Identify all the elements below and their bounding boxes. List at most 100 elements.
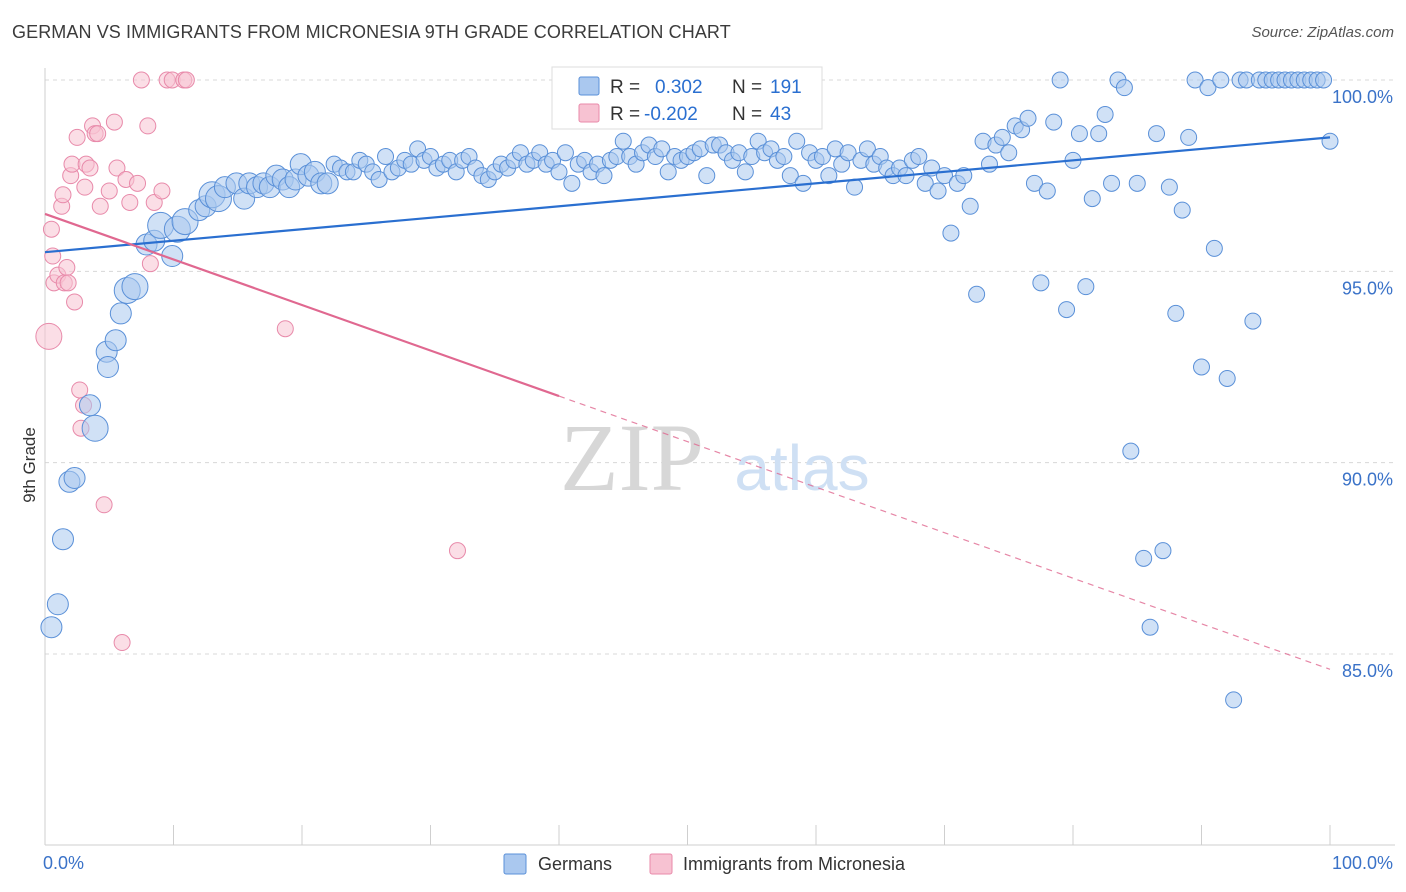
legend-r-label: R = [610,77,640,98]
german-point [1032,274,1050,292]
chart-source: Source: ZipAtlas.com [1251,24,1394,41]
german-point [788,132,806,150]
german-point [698,167,716,185]
german-point [1205,239,1223,257]
german-point [653,140,671,158]
legend-item-germans-label: Germans [538,854,612,874]
german-point [316,172,339,195]
legend-item-micronesia-label: Immigrants from Micronesia [683,854,906,874]
german-point [980,155,998,173]
micronesia-trendline-extension [558,395,1331,670]
german-point [1141,618,1159,636]
micronesia-point [81,159,99,177]
micronesia-point [113,634,131,652]
german-point [121,273,149,301]
micronesia-point [76,178,94,196]
german-point [1244,312,1262,330]
micronesia-point [54,186,72,204]
german-point [1173,201,1191,219]
german-point [659,163,677,181]
micronesia-point [59,274,77,292]
german-point [46,593,69,616]
micronesia-point [121,193,139,211]
german-point [1025,174,1043,192]
micronesia-point [91,197,109,215]
legend-r-value: 0.302 [655,77,703,98]
x-tick-label: 100.0% [1332,853,1393,873]
german-point [40,616,63,639]
german-point [1019,109,1037,127]
german-point [1212,71,1230,89]
german-point [846,178,864,196]
micronesia-point [68,128,86,146]
x-tick-label: 0.0% [43,853,84,873]
german-point [109,302,132,325]
german-point [839,144,857,162]
german-point [781,167,799,185]
legend-swatch-micronesia [578,103,600,123]
german-point [1077,278,1095,296]
german-point [1000,144,1018,162]
german-point [1160,178,1178,196]
german-point [550,163,568,181]
german-point [1199,79,1217,97]
german-point [614,132,632,150]
micronesia-point [177,71,195,89]
micronesia-point [276,320,294,338]
micronesia-point [153,182,171,200]
legend-swatch-germans [578,76,600,96]
german-point [736,163,754,181]
german-points [40,71,1339,709]
german-point [820,167,838,185]
legend-r-label: R = [610,104,640,125]
german-point [1180,128,1198,146]
german-point [929,182,947,200]
german-point [1218,369,1236,387]
german-point [1122,442,1140,460]
chart-title: GERMAN VS IMMIGRANTS FROM MICRONESIA 9TH… [12,22,731,42]
micronesia-trendline [44,212,560,398]
german-point [1051,71,1069,89]
micronesia-point [35,322,63,350]
y-tick-label: 85.0% [1342,661,1393,681]
tick-labels: 85.0% 90.0% 95.0% 100.0% 0.0% 100.0% [43,87,1393,873]
watermark-atlas: atlas [734,432,869,504]
german-point [1193,358,1210,376]
legend-n-value: 191 [770,77,802,98]
german-point [910,148,928,166]
german-point [813,148,831,166]
german-point [63,466,86,489]
micronesia-point [141,255,159,273]
german-point [96,356,119,378]
micronesia-point [63,155,81,173]
y-tick-label: 100.0% [1332,87,1393,107]
german-point [377,148,395,166]
watermark-zip: ZIP [560,404,704,511]
micronesia-point [108,159,126,177]
german-point [993,128,1011,146]
micronesia-point [95,496,113,514]
micronesia-point [105,113,123,131]
german-point [1186,71,1204,89]
legend-n-value: 43 [770,104,791,125]
micronesia-point [89,125,107,143]
german-point [81,414,109,442]
axes [44,68,1395,846]
german-point [1045,113,1063,131]
german-point [1135,549,1153,567]
y-tick-label: 95.0% [1342,278,1393,298]
y-tick-label: 90.0% [1342,470,1393,490]
german-point [370,170,388,188]
german-point [1321,132,1339,150]
german-point [1148,125,1166,143]
german-point [1115,79,1133,97]
micronesia-points [35,71,466,652]
micronesia-point [58,259,76,277]
legend-box: R = 0.302 N = 191 R = -0.202 N = 43 [551,66,823,130]
german-point [1315,71,1333,89]
german-point [104,329,127,352]
german-point [968,285,986,303]
legend-item-micronesia-swatch [649,853,673,875]
german-trendline [44,136,1331,254]
